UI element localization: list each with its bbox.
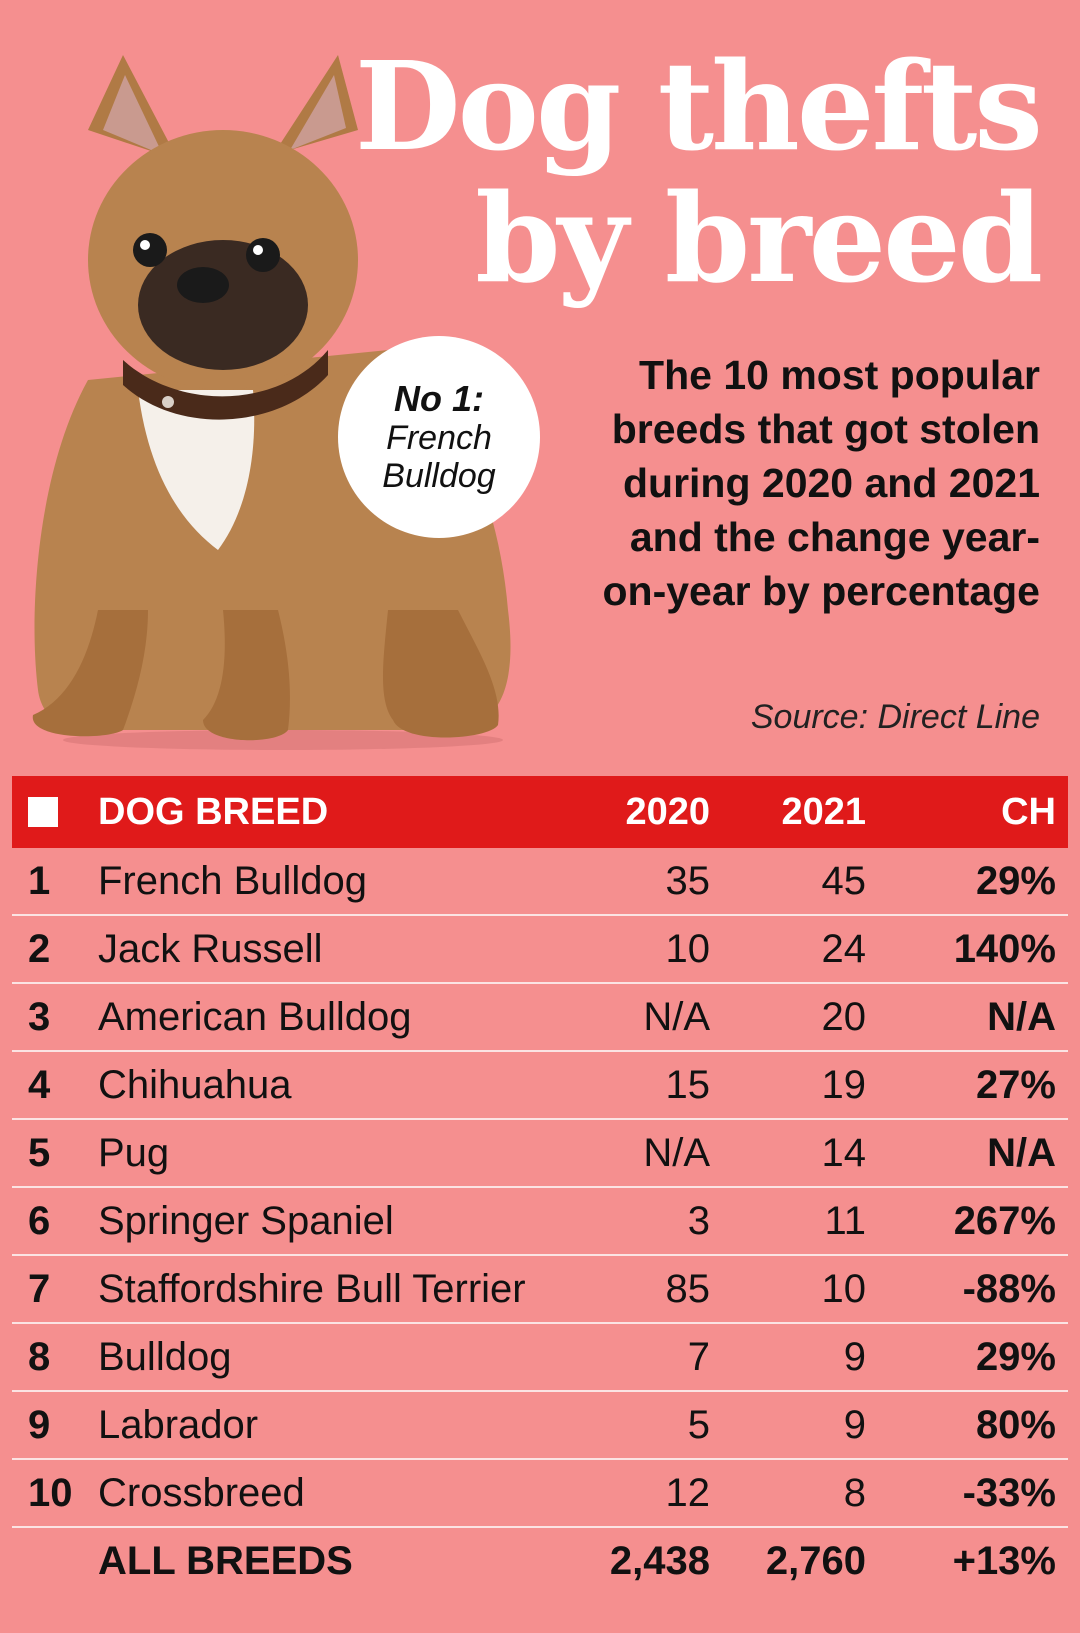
source-note: Source: Direct Line: [750, 698, 1040, 736]
value-2021: 9: [843, 1334, 866, 1379]
value-2021: 8: [843, 1470, 866, 1515]
table-row: 5 Pug N/A 14 N/A: [12, 1120, 1068, 1188]
rank: 3: [28, 994, 51, 1039]
header-2020: 2020: [625, 790, 710, 833]
page-title: Dog thefts by breed: [354, 34, 1043, 310]
table-header: DOG BREED 2020 2021 CH: [12, 776, 1068, 848]
breed-table: DOG BREED 2020 2021 CH 1 French Bulldog …: [12, 776, 1068, 1594]
value-2021: 11: [824, 1198, 866, 1243]
total-2020: 2,438: [609, 1538, 710, 1583]
change: 80%: [975, 1402, 1056, 1447]
change: N/A: [987, 1130, 1056, 1175]
badge-breed-line-2: Bulldog: [382, 457, 496, 495]
change: 267%: [953, 1198, 1056, 1243]
value-2021: 14: [821, 1130, 867, 1175]
total-change: +13%: [952, 1538, 1056, 1583]
total-2021: 2,760: [765, 1538, 866, 1583]
value-2020: 5: [687, 1402, 710, 1447]
rank: 4: [28, 1062, 51, 1107]
value-2021: 10: [821, 1266, 867, 1311]
total-label: ALL BREEDS: [98, 1538, 353, 1583]
rank: 5: [28, 1130, 51, 1175]
value-2021: 9: [843, 1402, 866, 1447]
value-2020: 85: [665, 1266, 711, 1311]
rank: 6: [28, 1198, 51, 1243]
table-row: 3 American Bulldog N/A 20 N/A: [12, 984, 1068, 1052]
badge-rank: No 1:: [394, 378, 484, 419]
header-breed: DOG BREED: [98, 790, 329, 833]
value-2021: 45: [821, 858, 867, 903]
breed: Bulldog: [98, 1334, 232, 1379]
rank: 9: [28, 1402, 51, 1447]
value-2020: 3: [687, 1198, 710, 1243]
breed: Labrador: [98, 1402, 259, 1447]
breed: Springer Spaniel: [98, 1198, 394, 1243]
table-row: 6 Springer Spaniel 3 11 267%: [12, 1188, 1068, 1256]
change: -88%: [962, 1266, 1056, 1311]
table-row: 7 Staffordshire Bull Terrier 85 10 -88%: [12, 1256, 1068, 1324]
table-row: 10 Crossbreed 12 8 -33%: [12, 1460, 1068, 1528]
value-2020: 15: [665, 1062, 711, 1107]
breed: Staffordshire Bull Terrier: [98, 1266, 526, 1311]
table-row: 9 Labrador 5 9 80%: [12, 1392, 1068, 1460]
title-line-1: Dog thefts: [354, 34, 1043, 178]
change: 27%: [975, 1062, 1056, 1107]
breed: American Bulldog: [98, 994, 412, 1039]
value-2020: N/A: [643, 1130, 710, 1175]
breed: Jack Russell: [98, 926, 323, 971]
subtitle: The 10 most popular breeds that got stol…: [602, 352, 1041, 614]
table-row: 4 Chihuahua 15 19 27%: [12, 1052, 1068, 1120]
rank: 7: [28, 1266, 51, 1311]
value-2021: 24: [821, 926, 867, 971]
rank: 8: [28, 1334, 51, 1379]
total-row: ALL BREEDS 2,438 2,760 +13%: [12, 1528, 1068, 1594]
value-2020: 10: [665, 926, 711, 971]
table-row: 2 Jack Russell 10 24 140%: [12, 916, 1068, 984]
table-row: 8 Bulldog 7 9 29%: [12, 1324, 1068, 1392]
change: 29%: [975, 1334, 1056, 1379]
value-2020: 35: [665, 858, 711, 903]
breed: Crossbreed: [98, 1470, 305, 1515]
rank: 2: [28, 926, 51, 971]
number-one-badge: No 1: French Bulldog: [338, 336, 540, 538]
breed: Chihuahua: [98, 1062, 292, 1107]
value-2021: 19: [821, 1062, 867, 1107]
change: -33%: [962, 1470, 1056, 1515]
header-change: CH: [1001, 790, 1056, 833]
badge-breed-line-1: French: [386, 419, 492, 457]
change: N/A: [987, 994, 1056, 1039]
rank: 10: [28, 1470, 73, 1515]
change: 29%: [975, 858, 1056, 903]
header-2021: 2021: [781, 790, 866, 833]
title-line-2: by breed: [475, 166, 1043, 310]
value-2020: 7: [687, 1334, 710, 1379]
value-2020: N/A: [643, 994, 710, 1039]
value-2021: 20: [821, 994, 867, 1039]
header-square-icon: [28, 776, 88, 848]
table-row: 1 French Bulldog 35 45 29%: [12, 848, 1068, 916]
change: 140%: [953, 926, 1056, 971]
value-2020: 12: [665, 1470, 711, 1515]
breed: Pug: [98, 1130, 170, 1175]
rank: 1: [28, 858, 51, 903]
breed: French Bulldog: [98, 858, 368, 903]
